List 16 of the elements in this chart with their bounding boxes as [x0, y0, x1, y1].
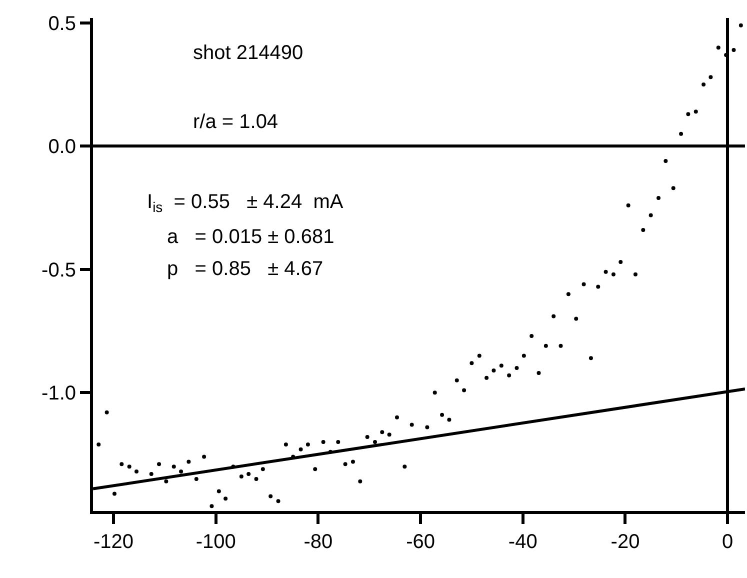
annotation: p = 0.85 ± 4.67 — [167, 258, 324, 280]
x-tick-label: -120 — [93, 531, 134, 553]
x-tick-label: -60 — [406, 531, 435, 553]
annotation: a = 0.015 ± 0.681 — [167, 226, 334, 248]
y-tick-label: 0.0 — [48, 136, 76, 158]
x-tick-label: -100 — [196, 531, 236, 553]
x-tick-label: -80 — [304, 531, 333, 553]
y-tick-label: -0.5 — [42, 259, 76, 282]
y-tick-label: 0.5 — [48, 12, 76, 35]
x-tick-label: 0 — [722, 531, 734, 553]
annotation: shot 214490 — [193, 42, 304, 64]
annotation: r/a = 1.04 — [193, 111, 278, 133]
x-tick-label: -40 — [508, 531, 538, 553]
x-tick-label: -20 — [610, 531, 640, 553]
annotation: I$_{is}$ = 0.55 ± 4.24 mA — [147, 191, 344, 216]
y-tick-label: -1.0 — [42, 382, 76, 405]
